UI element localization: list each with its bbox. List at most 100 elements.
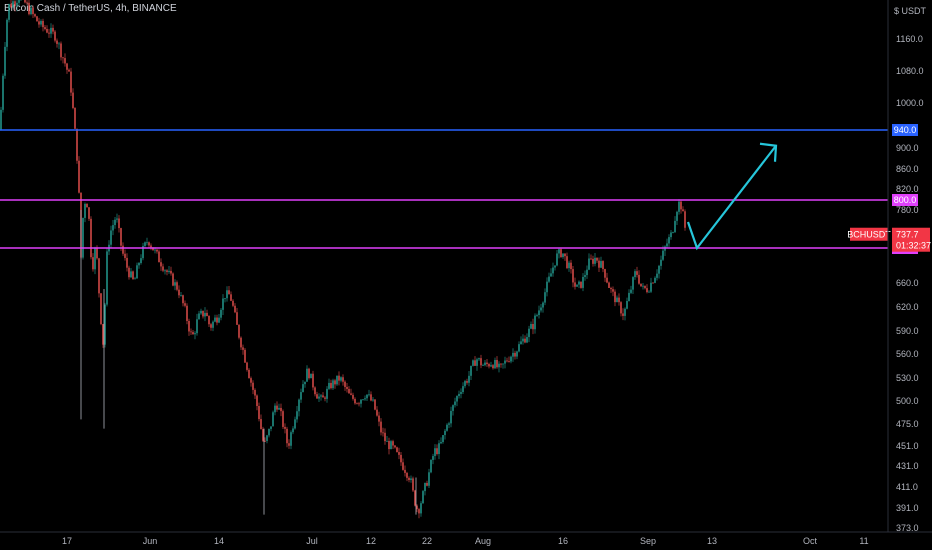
candle-body bbox=[482, 365, 484, 366]
candle-body bbox=[94, 248, 96, 270]
candle-body bbox=[74, 107, 76, 129]
candle-body bbox=[178, 289, 180, 296]
candle-body bbox=[228, 290, 230, 295]
candle-body bbox=[220, 309, 222, 318]
candle-body bbox=[570, 262, 572, 270]
candle-body bbox=[276, 405, 278, 410]
candle-body bbox=[408, 477, 410, 481]
candle-body bbox=[402, 462, 404, 470]
candle-body bbox=[666, 243, 668, 247]
candle-body bbox=[420, 503, 422, 514]
candle-body bbox=[518, 344, 520, 352]
candle-body bbox=[376, 409, 378, 416]
candle-body bbox=[230, 294, 232, 301]
candle-body bbox=[540, 307, 542, 311]
candle-body bbox=[524, 338, 526, 343]
candle-body bbox=[578, 281, 580, 285]
candle-body bbox=[60, 43, 62, 58]
candle-body bbox=[152, 247, 154, 251]
projection-arrow-path[interactable] bbox=[686, 145, 777, 251]
candle-body bbox=[164, 270, 166, 272]
candle-body bbox=[652, 282, 654, 284]
candle-body bbox=[368, 394, 370, 396]
candle-body bbox=[510, 356, 512, 362]
candle-body bbox=[160, 262, 162, 267]
candle-body bbox=[258, 405, 260, 420]
candle-body bbox=[516, 351, 518, 357]
candle-body bbox=[592, 258, 594, 264]
candle-body bbox=[206, 312, 208, 317]
candle-body bbox=[48, 32, 50, 34]
candle-body bbox=[182, 295, 184, 304]
candle-body bbox=[462, 386, 464, 393]
candle-body bbox=[626, 300, 628, 309]
y-tick-label: 590.0 bbox=[896, 326, 919, 336]
candle-body bbox=[580, 281, 582, 288]
candle-body bbox=[190, 331, 192, 333]
projection-arrow bbox=[686, 142, 778, 251]
candle-body bbox=[260, 419, 262, 430]
candle-body bbox=[548, 276, 550, 282]
candle-body bbox=[86, 203, 88, 208]
y-tick-label: 500.0 bbox=[896, 396, 919, 406]
candle-body bbox=[0, 109, 2, 130]
candle-body bbox=[670, 232, 672, 238]
candle-body bbox=[248, 369, 250, 379]
candle-body bbox=[134, 278, 136, 280]
candle-body bbox=[52, 27, 54, 32]
candle-body bbox=[278, 407, 280, 410]
candle-body bbox=[64, 58, 66, 64]
candle-body bbox=[302, 384, 304, 393]
candle-body bbox=[292, 428, 294, 433]
candle-body bbox=[598, 260, 600, 268]
candle-body bbox=[374, 399, 376, 410]
candle-body bbox=[254, 389, 256, 396]
candle-body bbox=[588, 258, 590, 270]
candle-body bbox=[336, 375, 338, 385]
candle-body bbox=[30, 7, 32, 15]
candle-body bbox=[268, 428, 270, 436]
candle-body bbox=[252, 382, 254, 390]
candle-body bbox=[196, 319, 198, 334]
candle-body bbox=[238, 324, 240, 338]
candle-body bbox=[672, 232, 674, 233]
level-price-label: 800.0 bbox=[894, 195, 917, 205]
candle-body bbox=[474, 360, 476, 366]
y-tick-label: 820.0 bbox=[896, 184, 919, 194]
candle-body bbox=[130, 271, 132, 278]
candle-body bbox=[432, 456, 434, 460]
candle-body bbox=[478, 358, 480, 360]
candle-body bbox=[26, 2, 28, 4]
candle-body bbox=[96, 248, 98, 259]
candle-body bbox=[282, 411, 284, 427]
candle-body bbox=[62, 57, 64, 59]
candle-body bbox=[264, 440, 266, 442]
candle-body bbox=[644, 285, 646, 289]
candle-body bbox=[54, 31, 56, 41]
candle-body bbox=[232, 300, 234, 306]
candle-body bbox=[682, 209, 684, 212]
candle-body bbox=[410, 478, 412, 481]
candle-body bbox=[34, 14, 36, 17]
candle-body bbox=[208, 316, 210, 325]
candle-body bbox=[106, 251, 108, 305]
candle-body bbox=[72, 92, 74, 108]
candle-body bbox=[356, 403, 358, 405]
candle-body bbox=[528, 328, 530, 338]
candle-body bbox=[406, 472, 408, 478]
candle-body bbox=[84, 203, 86, 218]
candle-body bbox=[422, 491, 424, 504]
candle-body bbox=[558, 249, 560, 254]
candle-body bbox=[92, 257, 94, 270]
candle-body bbox=[538, 310, 540, 316]
candle-body bbox=[88, 207, 90, 219]
candle-body bbox=[102, 324, 104, 345]
candle-body bbox=[290, 432, 292, 446]
candle-body bbox=[42, 20, 44, 28]
symbol-badge-label: BCHUSDT bbox=[847, 230, 891, 240]
candle-body bbox=[242, 347, 244, 350]
candle-body bbox=[348, 388, 350, 394]
candle-body bbox=[118, 218, 120, 229]
